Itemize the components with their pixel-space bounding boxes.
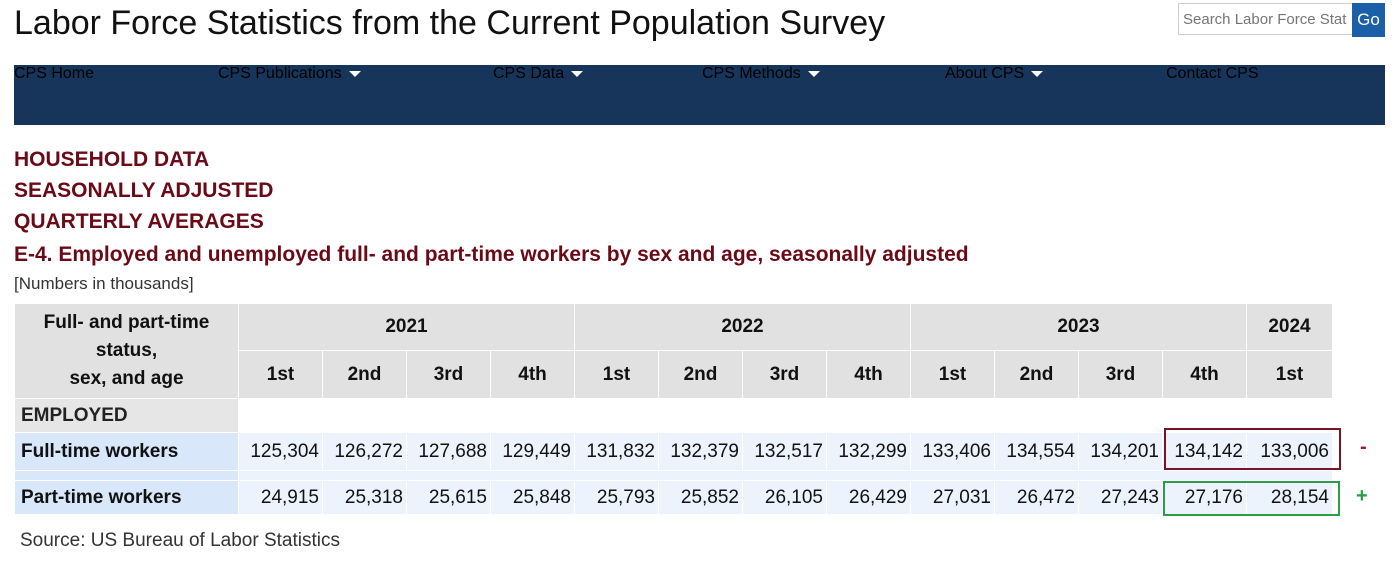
search-button[interactable]: Go — [1352, 3, 1385, 37]
caret — [571, 70, 584, 77]
value-cell: 133,006 — [1246, 432, 1333, 471]
data-row: Part-time workers 24,915 25,318 25,615 25,84… — [14, 480, 1333, 515]
value-cell: 134,142 — [1162, 432, 1247, 471]
nav-item[interactable]: CPS Home — [14, 65, 218, 125]
row-label: Full-time workers — [14, 432, 239, 471]
value-cell: 27,176 — [1162, 480, 1247, 515]
nav-bar: CPS Home CPS Publications CPS Data CPS Meth… — [14, 65, 1385, 125]
corner-text: status, — [95, 340, 158, 361]
value-cell: 125,304 — [238, 432, 323, 471]
quarter-header: 3rd — [1078, 350, 1163, 399]
value-cell: 24,915 — [238, 480, 323, 515]
value-cell: 27,243 — [1078, 480, 1163, 515]
header-row: Full- and part-time status, sex, and age 20… — [14, 303, 1333, 399]
value-cell: 27,031 — [910, 480, 995, 515]
data-row: Full-time workers 125,304 126,272 127,688 12… — [14, 432, 1333, 471]
nav-item[interactable]: CPS Data — [493, 65, 702, 125]
quarter-header: 4th — [490, 350, 575, 399]
year-header: 2024 — [1246, 303, 1333, 351]
header-row: 1st 2nd 3rd 4th 1st 2nd 3rd 4th 1st 2nd 3rd 4th 1st — [15, 350, 1333, 399]
nav-label: CPS Home — [14, 65, 95, 82]
nav-label: Contact CPS — [1166, 65, 1259, 82]
marker: - — [1360, 436, 1367, 458]
value-cell: 134,201 — [1078, 432, 1163, 471]
caret — [348, 70, 361, 77]
blank-cell — [238, 398, 1333, 433]
quarter-header: 2nd — [322, 350, 407, 399]
quarter-header: 3rd — [742, 350, 827, 399]
value-cell: 26,429 — [826, 480, 911, 515]
value-cell: 132,299 — [826, 432, 911, 471]
year-header: 2021 — [238, 303, 575, 351]
nav-item[interactable]: CPS Publications — [218, 65, 493, 125]
nav-label: CPS Publications — [218, 65, 342, 82]
value-cell: 132,517 — [742, 432, 827, 471]
quarter-header: 1st — [1246, 350, 1333, 399]
value-cell: 28,154 — [1246, 480, 1333, 515]
table-title: E-4. Employed and unemployed full- and p… — [14, 243, 969, 266]
note: [Numbers in thousands] — [14, 274, 194, 293]
quarter-header: 3rd — [406, 350, 491, 399]
value-cell: 25,615 — [406, 480, 491, 515]
year-header: 2023 — [910, 303, 1247, 351]
quarter-header: 2nd — [658, 350, 743, 399]
value-cell: 127,688 — [406, 432, 491, 471]
caret — [1031, 70, 1044, 77]
value-cell: 129,449 — [490, 432, 575, 471]
spacer-cell — [238, 470, 1333, 481]
value-cell: 25,318 — [322, 480, 407, 515]
quarter-header: 4th — [1162, 350, 1247, 399]
nav-item[interactable]: CPS Methods — [702, 65, 945, 125]
corner-text: Full- and part-time — [43, 312, 210, 333]
section-label: EMPLOYED — [14, 398, 239, 433]
quarter-header: 2nd — [994, 350, 1079, 399]
heading: QUARTERLY AVERAGES — [14, 210, 264, 233]
quarter-header: 1st — [238, 350, 323, 399]
value-cell: 25,848 — [490, 480, 575, 515]
quarter-header: 1st — [910, 350, 995, 399]
value-cell: 26,472 — [994, 480, 1079, 515]
highlight-box — [1163, 481, 1340, 516]
value-cell: 126,272 — [322, 432, 407, 471]
value-cell: 131,832 — [574, 432, 659, 471]
source: Source: US Bureau of Labor Statistics — [20, 530, 340, 551]
value-cell: 134,554 — [994, 432, 1079, 471]
nav-item[interactable]: Contact CPS — [1166, 65, 1385, 125]
marker: + — [1356, 485, 1368, 507]
nav-item[interactable]: About CPS — [945, 65, 1166, 125]
quarter-header: 4th — [826, 350, 911, 399]
corner-text: sex, and age — [69, 368, 184, 389]
caret — [807, 70, 820, 77]
year-header: 2022 — [574, 303, 911, 351]
value-cell: 25,793 — [574, 480, 659, 515]
heading: SEASONALLY ADJUSTED — [14, 179, 274, 202]
highlight-box — [1164, 428, 1341, 470]
row-label: Part-time workers — [14, 480, 239, 515]
value-cell: 25,852 — [658, 480, 743, 515]
nav-label: About CPS — [945, 65, 1025, 82]
nav-label: CPS Methods — [702, 65, 801, 82]
corner-header: Full- and part-time status, sex, and age — [14, 303, 239, 399]
section-row: EMPLOYED — [14, 398, 1333, 433]
spacer-row — [14, 470, 1333, 481]
nav-label: CPS Data — [493, 65, 565, 82]
page-title: Labor Force Statistics from the Current … — [14, 4, 886, 42]
heading: HOUSEHOLD DATA — [14, 148, 210, 171]
data-table: Full- and part-time status, sex, and age 20… — [14, 303, 1333, 515]
quarter-header: 1st — [574, 350, 659, 399]
spacer-cell — [14, 470, 239, 481]
value-cell: 26,105 — [742, 480, 827, 515]
value-cell: 133,406 — [910, 432, 995, 471]
value-cell: 132,379 — [658, 432, 743, 471]
search-input[interactable] — [1178, 3, 1356, 35]
